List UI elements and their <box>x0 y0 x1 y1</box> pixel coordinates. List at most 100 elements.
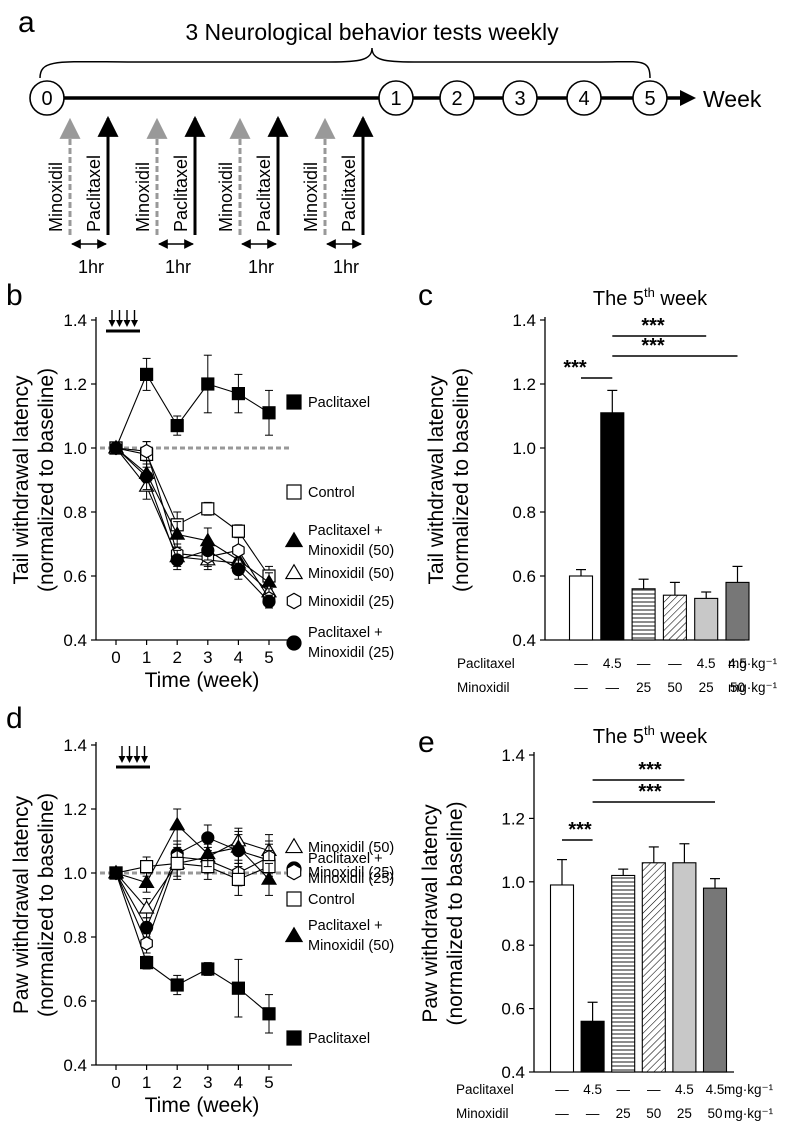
timeline-brace <box>39 47 651 79</box>
injection-arrow-head <box>108 320 116 327</box>
data-point <box>109 441 123 455</box>
dose-value: — <box>606 680 620 695</box>
bar-2 <box>580 1020 605 1073</box>
data-point <box>262 594 276 609</box>
dose-unit: mg·kg⁻¹ <box>728 680 778 695</box>
y-tick-label: 1.0 <box>63 439 87 458</box>
panel-d-letter: d <box>6 702 23 735</box>
panel-a-timeline: a 3 Neurological behavior tests weekly W… <box>18 6 762 277</box>
y-tick-label: 1.2 <box>63 375 87 394</box>
y-axis-subtitle: (normalized to baseline) <box>35 793 58 1017</box>
series-line <box>115 447 270 599</box>
week-node-label-5: 5 <box>644 88 655 110</box>
y-tick-label: 0.6 <box>63 567 87 586</box>
legend: Paclitaxel Control Paclitaxel + Minoxidil (… <box>284 394 394 661</box>
panel-e-letter: e <box>418 726 435 759</box>
minoxidil-label: Minoxidil <box>216 162 236 232</box>
y-axis-title: Tail withdrawal latency <box>10 375 33 584</box>
data-point <box>170 419 184 433</box>
y-axis-subtitle: (normalized to baseline) <box>444 801 467 1025</box>
x-axis-title: Time (week) <box>145 1094 260 1117</box>
paclitaxel-label: Paclitaxel <box>84 155 104 232</box>
week-node-3 <box>502 80 538 116</box>
y-tick-label: 1.4 <box>63 736 87 755</box>
panel-a-letter: a <box>18 6 35 39</box>
y-tick-label: 0.8 <box>501 936 525 955</box>
week-node-label-3: 3 <box>514 88 525 110</box>
significance-stars: *** <box>641 335 665 357</box>
bar-3 <box>631 588 656 641</box>
legend-marker <box>284 531 304 548</box>
legend-marker <box>286 484 302 500</box>
dose-value: — <box>574 680 588 695</box>
injection-arrow-head <box>118 756 126 763</box>
significance-stars: *** <box>638 781 662 803</box>
timeline-arrowhead <box>680 90 696 106</box>
dose-value: 4.5 <box>675 1082 694 1097</box>
data-point <box>170 553 184 567</box>
dose-row-label: Paclitaxel <box>457 656 515 671</box>
bar-5 <box>672 862 697 1073</box>
legend-label: Paclitaxel + <box>308 851 383 867</box>
data-point <box>140 859 154 874</box>
dose-value: 4.5 <box>603 656 622 671</box>
bar-4 <box>662 594 687 641</box>
x-axis-title: Time (week) <box>145 669 260 692</box>
y-axis-title: Tail withdrawal latency <box>425 375 448 584</box>
legend-marker <box>284 837 304 854</box>
legend-label: Minoxidil (25) <box>308 871 394 887</box>
paclitaxel-label: Paclitaxel <box>339 155 359 232</box>
week-node-label-4: 4 <box>578 88 589 110</box>
legend-label: Minoxidil (50) <box>308 543 394 559</box>
legend: Paclitaxel + Minoxidil (25) Minoxidil (50)… <box>284 837 394 1047</box>
bar-4 <box>641 862 666 1073</box>
data-point <box>232 543 245 558</box>
x-tick-label: 1 <box>142 648 151 667</box>
legend-marker <box>286 592 302 610</box>
dose-value: 50 <box>646 1106 661 1121</box>
interval-label: 1hr <box>78 257 104 277</box>
paclitaxel-label: Paclitaxel <box>171 155 191 232</box>
x-tick-label: 5 <box>264 648 273 667</box>
injection-arrow-head <box>126 756 133 763</box>
bar-1 <box>568 575 594 641</box>
series-line <box>115 872 270 1015</box>
injection-arrow-head <box>116 320 123 327</box>
y-tick-label: 0.4 <box>63 1056 87 1075</box>
data-point <box>109 866 123 880</box>
timeline-nodes: 0 1 2 3 4 5 <box>29 80 668 116</box>
interval-label: 1hr <box>333 257 359 277</box>
legend-label: Minoxidil (50) <box>308 566 394 582</box>
data-point <box>140 470 154 484</box>
legend-label: Minoxidil (50) <box>308 938 394 954</box>
dose-value: — <box>647 1082 661 1097</box>
x-tick-label: 3 <box>203 648 212 667</box>
series-minoxidil-25- <box>109 840 276 954</box>
y-tick-label: 1.2 <box>63 800 87 819</box>
legend-label: Minoxidil (25) <box>308 594 394 610</box>
dose-row-label: Paclitaxel <box>456 1082 514 1097</box>
week-node-label-0: 0 <box>41 88 52 110</box>
dose-row-label: Minoxidil <box>456 1106 509 1121</box>
dose-value: — <box>668 656 682 671</box>
week-node-2 <box>439 80 475 116</box>
week-node-1 <box>378 80 414 116</box>
minoxidil-label: Minoxidil <box>46 162 66 232</box>
series-paclitaxel <box>109 354 276 455</box>
y-axis-subtitle: (normalized to baseline) <box>450 368 473 592</box>
paclitaxel-label: Paclitaxel <box>254 155 274 232</box>
y-axis-subtitle: (normalized to baseline) <box>35 368 58 592</box>
y-tick-label: 0.6 <box>501 1000 525 1019</box>
week-node-label-2: 2 <box>451 88 462 110</box>
x-tick-label: 3 <box>203 1073 212 1092</box>
x-tick-label: 4 <box>234 648 243 667</box>
dose-3: Minoxidil Paclitaxel 1hr <box>216 115 289 277</box>
dose-value: — <box>574 656 588 671</box>
timeline-axis-label: Week <box>703 86 762 112</box>
data-point <box>230 839 247 853</box>
data-point <box>262 1007 276 1021</box>
y-tick-label: 1.4 <box>63 311 87 330</box>
legend-label: Paclitaxel + <box>308 625 383 641</box>
